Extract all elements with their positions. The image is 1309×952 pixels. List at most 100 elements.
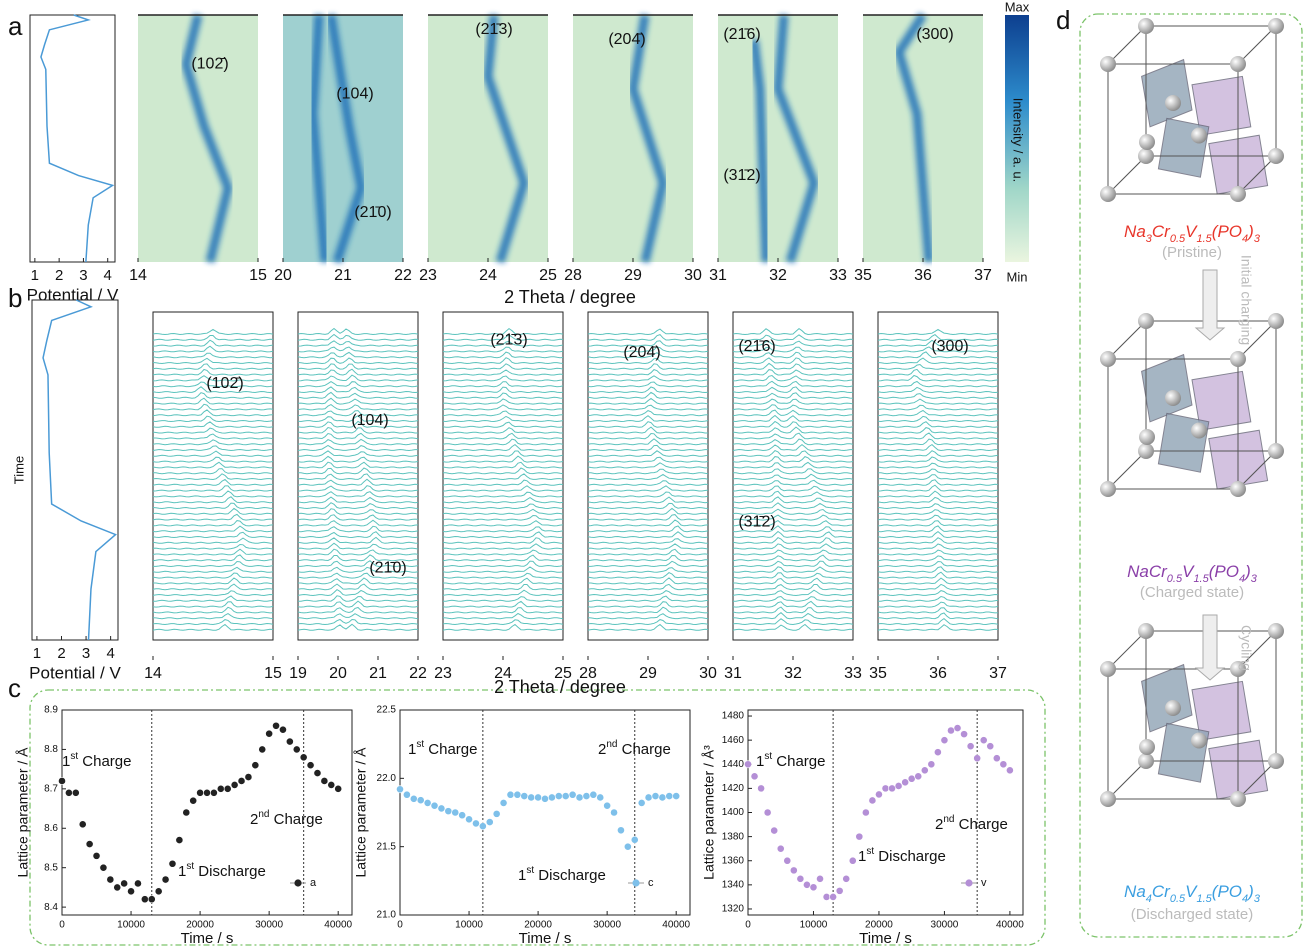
stack-trace	[442, 531, 564, 539]
stack-trace	[877, 509, 999, 515]
stack-trace	[587, 340, 709, 347]
stack-trace	[297, 404, 419, 411]
stack-trace	[732, 461, 854, 469]
stack-trace	[152, 543, 274, 550]
stack-trace	[442, 543, 564, 550]
heatmap	[283, 15, 403, 262]
stack-trace	[732, 362, 854, 370]
stack-trace	[732, 409, 854, 417]
stack-trace	[297, 426, 418, 434]
x-tick-label: 28	[564, 267, 582, 284]
heatmap-peak	[326, 14, 366, 264]
data-point	[527, 793, 536, 802]
polyhedron	[1191, 680, 1252, 741]
cell-edge	[1107, 450, 1147, 490]
sodium-atom	[1138, 443, 1154, 459]
stack-trace	[297, 623, 419, 631]
stack-trace	[877, 590, 999, 597]
data-point	[65, 788, 73, 797]
sodium-atom	[1100, 661, 1116, 677]
stack-trace	[587, 583, 709, 591]
stack-trace	[152, 381, 274, 388]
data-point	[630, 835, 639, 844]
formula-part: (PO	[1212, 222, 1242, 241]
peak-label: (204̄)	[608, 31, 645, 48]
stack-trace	[877, 474, 999, 481]
sodium-atom	[1139, 429, 1155, 445]
data-point	[182, 808, 191, 817]
x-tick-label: 3	[82, 645, 90, 662]
heatmap-peak	[181, 13, 233, 264]
sodium-atom	[1138, 753, 1154, 769]
stack-trace	[877, 530, 999, 539]
stack-trace	[587, 404, 709, 411]
data-point	[499, 799, 508, 807]
data-point	[409, 794, 418, 803]
x-tick-label: 1	[33, 645, 41, 662]
stack-trace	[877, 566, 999, 573]
peak-label: (21̄6)	[738, 338, 775, 355]
data-point	[966, 742, 975, 751]
data-point	[868, 796, 877, 805]
x-tick-label: 30000	[931, 920, 959, 931]
stack-trace	[877, 537, 999, 544]
sodium-atom	[1138, 18, 1154, 34]
data-point	[1006, 766, 1014, 775]
stack-trace	[297, 438, 419, 446]
data-point	[210, 788, 218, 797]
formula-part: Na	[1124, 222, 1146, 241]
stack-trace	[153, 433, 274, 440]
stack-trace	[152, 339, 274, 347]
stack-trace	[442, 607, 564, 614]
data-point	[251, 761, 260, 770]
stack-trace	[297, 588, 419, 597]
data-point	[835, 886, 844, 895]
stack-trace	[878, 450, 999, 457]
sodium-atom	[1230, 481, 1246, 497]
stack-traces	[587, 328, 709, 631]
stack-trace	[298, 560, 419, 568]
x-tick-label: 23	[419, 267, 437, 284]
stack-trace	[588, 577, 709, 585]
stack-trace	[152, 613, 274, 620]
data-point	[881, 784, 890, 793]
stack-trace	[877, 617, 999, 626]
stack-trace	[877, 462, 999, 469]
stack-trace	[732, 386, 854, 394]
stack-trace	[443, 560, 564, 568]
data-point	[216, 784, 225, 793]
stack-trace	[587, 346, 709, 353]
stack-trace	[877, 490, 999, 498]
peak-label: (31̄2)	[723, 167, 760, 184]
stack-trace	[443, 577, 564, 585]
legend-marker	[965, 879, 973, 887]
stack-trace	[153, 560, 274, 568]
stack-trace	[877, 409, 999, 417]
stack-trace	[587, 480, 709, 486]
stack-trace	[442, 410, 564, 417]
stack-trace	[298, 450, 419, 457]
data-point	[992, 754, 1001, 763]
stack-trace	[152, 590, 274, 597]
stack-trace	[587, 619, 709, 626]
stack-trace	[732, 623, 854, 631]
x-tick-label: 20000	[524, 920, 552, 931]
stack-trace	[732, 404, 854, 411]
y-tick-label: 8.6	[44, 823, 58, 834]
data-point	[430, 801, 439, 810]
data-point	[71, 788, 80, 797]
data-point	[744, 760, 752, 769]
stack-trace	[588, 450, 709, 457]
sodium-atom	[1100, 791, 1116, 807]
data-point	[478, 822, 487, 831]
stack-trace	[587, 601, 709, 608]
heatmap-peak	[483, 14, 529, 264]
cell-edge	[1107, 63, 1239, 195]
data-point	[907, 774, 916, 783]
stack-trace	[297, 600, 419, 608]
cell-edge	[1107, 668, 1239, 800]
stack-trace	[152, 397, 274, 405]
stack-trace	[587, 496, 709, 504]
stack-trace	[152, 537, 274, 544]
stack-trace	[878, 560, 999, 568]
